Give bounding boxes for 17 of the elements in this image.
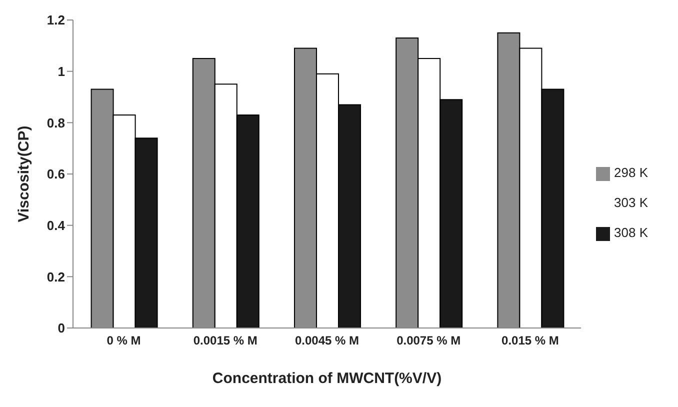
x-tick-label: 0.0015 % M <box>193 334 258 348</box>
y-axis-title: Viscosity(CP) <box>15 126 32 222</box>
x-tick-label: 0 % M <box>106 334 141 348</box>
x-axis-title: Concentration of MWCNT(%V/V) <box>212 370 442 387</box>
y-tick-label: 1.2 <box>46 12 65 28</box>
y-tick-label: 0.6 <box>46 166 65 182</box>
y-tick-label: 0.4 <box>46 218 66 233</box>
x-tick-label: 0.0075 % M <box>396 334 461 348</box>
x-tick-label: 0.015 % M <box>502 334 559 348</box>
y-tick-label: 1 <box>58 64 65 79</box>
legend-label: 298 K <box>614 165 648 180</box>
x-tick-label: 0.0045 % M <box>294 334 360 348</box>
y-tick-label: 0 <box>58 320 65 336</box>
y-tick-label: 0.2 <box>46 269 65 284</box>
text: 303 K <box>614 195 648 210</box>
legend-label: 308 K <box>614 225 648 240</box>
y-tick-label: 0.8 <box>46 115 65 130</box>
